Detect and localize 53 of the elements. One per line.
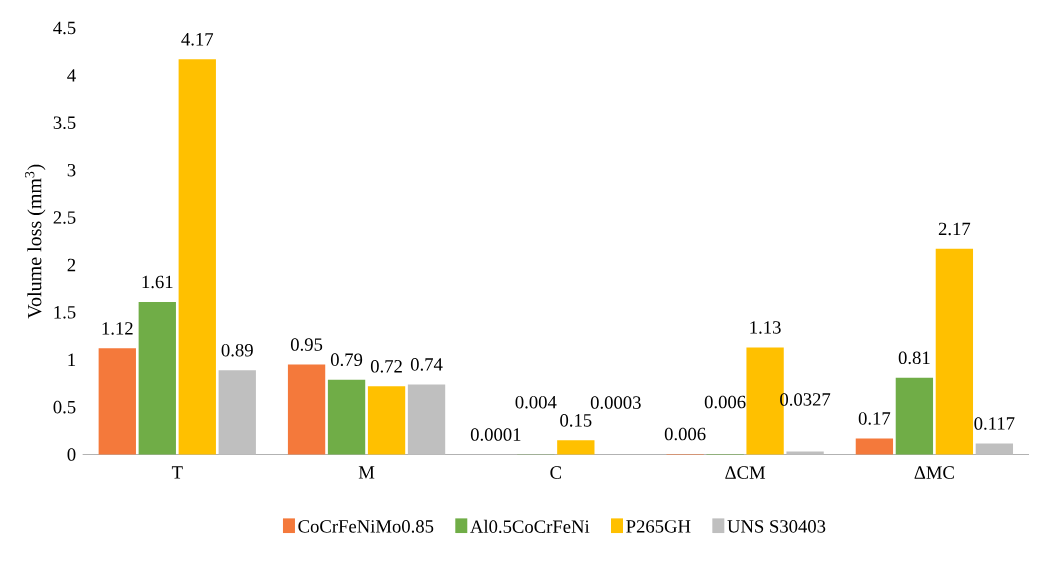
data-label: 0.004: [515, 395, 557, 409]
data-label: 0.95: [290, 338, 323, 351]
y-tick-label: 0: [67, 448, 76, 461]
y-tick-label: 1: [68, 353, 76, 366]
bar: [178, 59, 216, 455]
y-tick-label: 4.5: [53, 21, 76, 35]
y-axis-title: Volume loss (mm$^{3}$): [24, 164, 46, 319]
data-label: 0.17: [858, 412, 891, 425]
data-label: 1.13: [750, 321, 781, 334]
y-tick-label: 1.5: [54, 305, 76, 319]
data-label: 1.61: [142, 275, 173, 289]
y-tick-label: 2: [67, 258, 76, 272]
data-label: 0.0003: [590, 396, 641, 409]
data-label: 0.006: [704, 395, 746, 409]
bar: [895, 377, 934, 455]
y-tick-label: 4: [67, 69, 76, 82]
legend-label: Al0.5CoCrFeNi: [470, 519, 590, 533]
x-tick-label: T: [171, 466, 183, 479]
legend-label: CoCrFeNiMo0.85: [298, 520, 434, 533]
y-tick-label: 0.5: [53, 400, 76, 414]
legend-label: P265GH: [626, 520, 691, 533]
bar: [327, 379, 366, 455]
legend-label: UNS S30403: [727, 520, 826, 533]
x-tick-label: ΔCM: [725, 466, 766, 479]
data-label: 0.74: [410, 358, 443, 371]
x-tick-label: C: [550, 466, 562, 479]
data-label: 0.117: [974, 417, 1015, 430]
bar: [218, 370, 256, 455]
data-label: 0.81: [898, 351, 930, 365]
data-label: 4.17: [181, 33, 214, 46]
bar: [935, 248, 974, 455]
data-label: 0.89: [221, 343, 253, 357]
x-tick-label: ΔMC: [914, 466, 954, 479]
data-label: 0.72: [370, 359, 402, 373]
data-label: 0.0001: [470, 428, 521, 441]
y-tick-label: 2.5: [53, 211, 76, 224]
x-tick-label: M: [358, 466, 375, 479]
data-label: 0.006: [664, 427, 706, 441]
bar: [407, 384, 446, 455]
data-label: 2.17: [938, 222, 971, 236]
bar: [975, 443, 1014, 455]
data-label: 1.12: [102, 322, 133, 335]
bar: [367, 386, 406, 455]
bar: [138, 301, 176, 455]
bar: [557, 440, 595, 455]
y-tick-label: 3: [67, 163, 76, 177]
bar: [855, 438, 894, 455]
data-label: 0.79: [330, 353, 363, 366]
y-tick-label: 3.5: [53, 116, 76, 130]
data-label: 0.15: [560, 413, 592, 427]
bar: [98, 348, 136, 455]
bar: [786, 451, 824, 455]
bar: [287, 364, 326, 455]
